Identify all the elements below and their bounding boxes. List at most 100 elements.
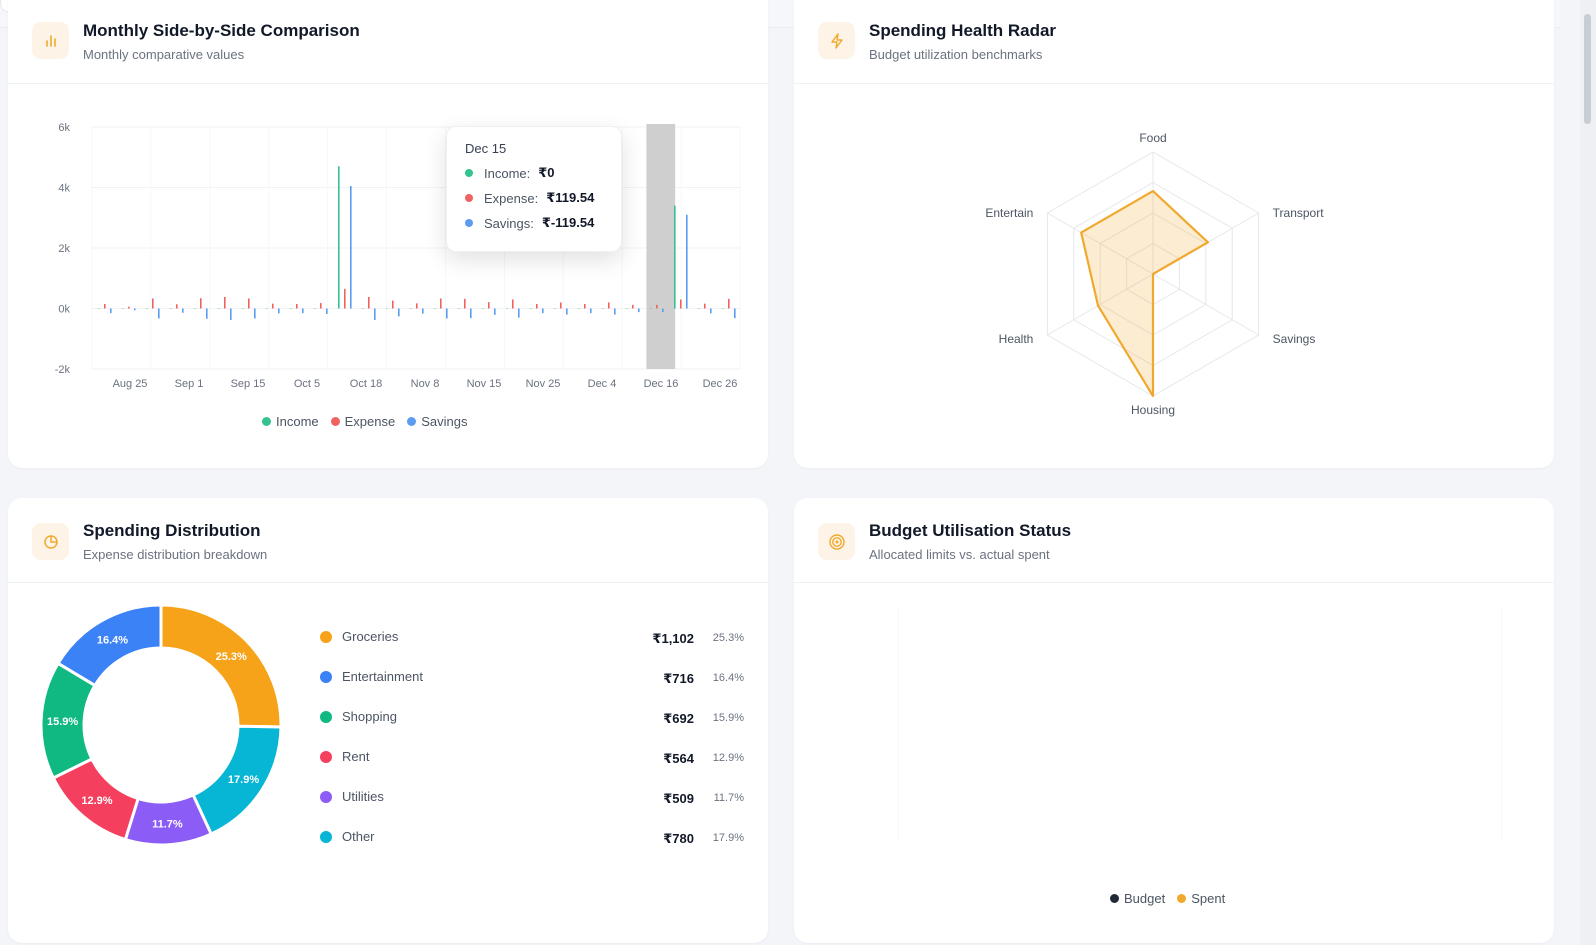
bar-income (506, 308, 508, 309)
radar-chart[interactable]: Food Transport Savings Housing Health Enterta… (794, 0, 1554, 468)
budget-chart-area[interactable] (898, 608, 1502, 838)
card-subtitle: Allocated limits vs. actual spent (869, 547, 1050, 562)
bar-income (602, 308, 604, 309)
page-scrollbar[interactable] (1580, 0, 1596, 945)
card-title: Budget Utilisation Status (869, 521, 1072, 540)
tooltip-savings-row: Savings: ₹-119.54 (465, 215, 603, 231)
donut-label: 25.3% (216, 651, 247, 663)
bar-savings (446, 308, 448, 319)
monthly-bar-chart[interactable]: 6k 4k 2k 0k -2k Aug 25 Sep 1 Sep 15 Oct 5 Oct 18 N… (8, 0, 768, 468)
bar-income (722, 308, 724, 309)
category-amount: ₹716 (663, 671, 694, 686)
bar-income (362, 308, 364, 309)
card-header (794, 0, 1554, 84)
bar-expense (200, 298, 202, 309)
pie-chart-icon (32, 523, 69, 560)
bar-expense (272, 303, 274, 309)
bar-expense (656, 304, 658, 309)
card-header (8, 0, 768, 84)
bar-savings (326, 308, 328, 314)
bar-expense (176, 304, 178, 309)
bar-income (530, 308, 532, 309)
bar-expense (104, 303, 106, 309)
card-subtitle: Budget utilization benchmarks (869, 47, 1043, 62)
bar-expense (560, 302, 562, 309)
bar-savings (590, 308, 592, 314)
bar-savings (158, 308, 160, 319)
x-tick-label: Nov 15 (467, 378, 502, 390)
card-subtitle: Expense distribution breakdown (83, 547, 268, 562)
radar-axis-label: Entertain (985, 206, 1033, 220)
x-tick-label: Dec 16 (644, 378, 679, 390)
bar-expense (416, 303, 418, 309)
tooltip-date: Dec 15 (465, 141, 507, 156)
bar-savings (686, 214, 688, 309)
bar-income (434, 308, 436, 309)
bar-expense (584, 303, 586, 309)
donut-label: 17.9% (228, 774, 259, 786)
radar-axis-label: Health (999, 332, 1034, 346)
radar-axis-label: Savings (1273, 332, 1316, 346)
category-percent: 16.4% (712, 672, 744, 684)
bar-savings (350, 185, 352, 309)
category-amount: ₹564 (663, 751, 694, 766)
radar-spoke (1047, 273, 1154, 336)
list-item[interactable]: Groceries ₹1,102 25.3% (312, 625, 744, 665)
donut-label: 12.9% (81, 795, 112, 807)
donut-chart[interactable]: 25.3% 17.9% 11.7% 12.9% 15.9% 16.4% (8, 498, 328, 943)
category-color-dot (320, 751, 332, 763)
bar-income (578, 308, 580, 309)
legend-spent[interactable]: Spent (1177, 891, 1225, 906)
card-header (794, 498, 1554, 583)
legend-savings[interactable]: Savings (407, 414, 467, 429)
list-item[interactable]: Rent ₹564 12.9% (312, 745, 744, 785)
legend-income[interactable]: Income (262, 414, 319, 429)
bar-savings (374, 308, 376, 320)
legend-expense[interactable]: Expense (330, 414, 395, 429)
target-icon (818, 523, 855, 560)
category-name: Rent (342, 749, 370, 764)
list-item[interactable]: Shopping ₹692 15.9% (312, 705, 744, 745)
radar-spoke (1152, 273, 1259, 336)
bar-income (338, 166, 340, 309)
category-amount: ₹509 (663, 791, 694, 806)
spending-distribution-card: Spending Distribution Expense distributi… (8, 498, 768, 943)
bar-income (314, 308, 316, 309)
category-color-dot (320, 831, 332, 843)
y-tick-label: -2k (55, 364, 71, 376)
category-percent: 15.9% (712, 712, 744, 724)
category-color-dot (320, 671, 332, 683)
radar-axis-label: Food (1139, 131, 1166, 145)
monthly-comparison-card: Monthly Side-by-Side Comparison Monthly … (8, 0, 768, 468)
bar-savings (542, 308, 544, 314)
bar-income (650, 308, 652, 309)
category-color-dot (320, 631, 332, 643)
card-title: Spending Distribution (83, 521, 261, 540)
bar-expense (296, 303, 298, 309)
x-tick-label: Oct 18 (350, 378, 382, 390)
bar-income (122, 308, 124, 309)
legend-budget[interactable]: Budget (1110, 891, 1165, 906)
donut-slice-groceries (159, 603, 283, 729)
bar-expense (224, 297, 226, 309)
bar-income (218, 308, 220, 309)
bar-income (410, 308, 412, 309)
y-tick-label: 2k (58, 243, 70, 255)
bar-income (170, 308, 172, 309)
chart-legend: Income Expense Savings (262, 414, 467, 429)
x-tick-label: Oct 5 (294, 378, 320, 390)
bar-expense (392, 300, 394, 309)
list-item[interactable]: Entertainment ₹716 16.4% (312, 665, 744, 705)
list-item[interactable]: Utilities ₹509 11.7% (312, 785, 744, 825)
list-item[interactable]: Other ₹780 17.9% (312, 825, 744, 865)
bar-savings (206, 308, 208, 319)
bar-expense (128, 306, 130, 309)
bar-income (674, 205, 676, 309)
bar-chart-icon (32, 22, 69, 59)
category-name: Entertainment (342, 669, 423, 684)
bar-expense (368, 297, 370, 309)
category-amount: ₹1,102 (652, 631, 694, 646)
category-percent: 12.9% (712, 752, 744, 764)
donut-slice-entertainment (55, 603, 163, 688)
scrollbar-thumb[interactable] (1584, 14, 1591, 124)
